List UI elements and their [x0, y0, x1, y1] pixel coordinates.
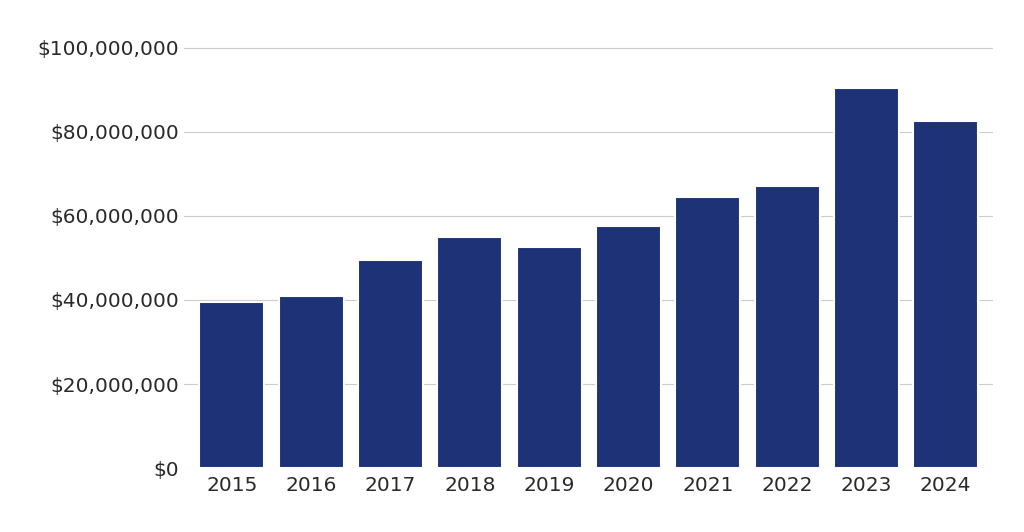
Bar	[834, 88, 899, 468]
Bar	[437, 237, 503, 468]
Bar	[596, 226, 660, 468]
Bar	[358, 260, 423, 468]
Bar	[675, 197, 740, 468]
Bar	[200, 302, 264, 468]
Bar	[279, 296, 344, 468]
Bar	[517, 247, 582, 468]
Bar	[913, 121, 978, 468]
Bar	[755, 186, 819, 468]
